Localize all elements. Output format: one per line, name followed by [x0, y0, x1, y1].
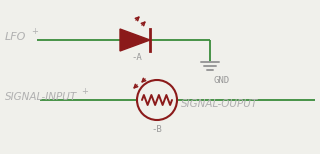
- Text: SIGNAL-OUPUT: SIGNAL-OUPUT: [181, 99, 258, 109]
- Text: +: +: [31, 26, 38, 36]
- Text: -A: -A: [132, 53, 142, 62]
- Text: SIGNAL-INPUT: SIGNAL-INPUT: [5, 92, 77, 102]
- Text: -B: -B: [152, 125, 162, 134]
- Text: LFO: LFO: [5, 32, 26, 42]
- Text: +: +: [81, 87, 88, 95]
- Text: GND: GND: [213, 76, 229, 85]
- Polygon shape: [120, 29, 150, 51]
